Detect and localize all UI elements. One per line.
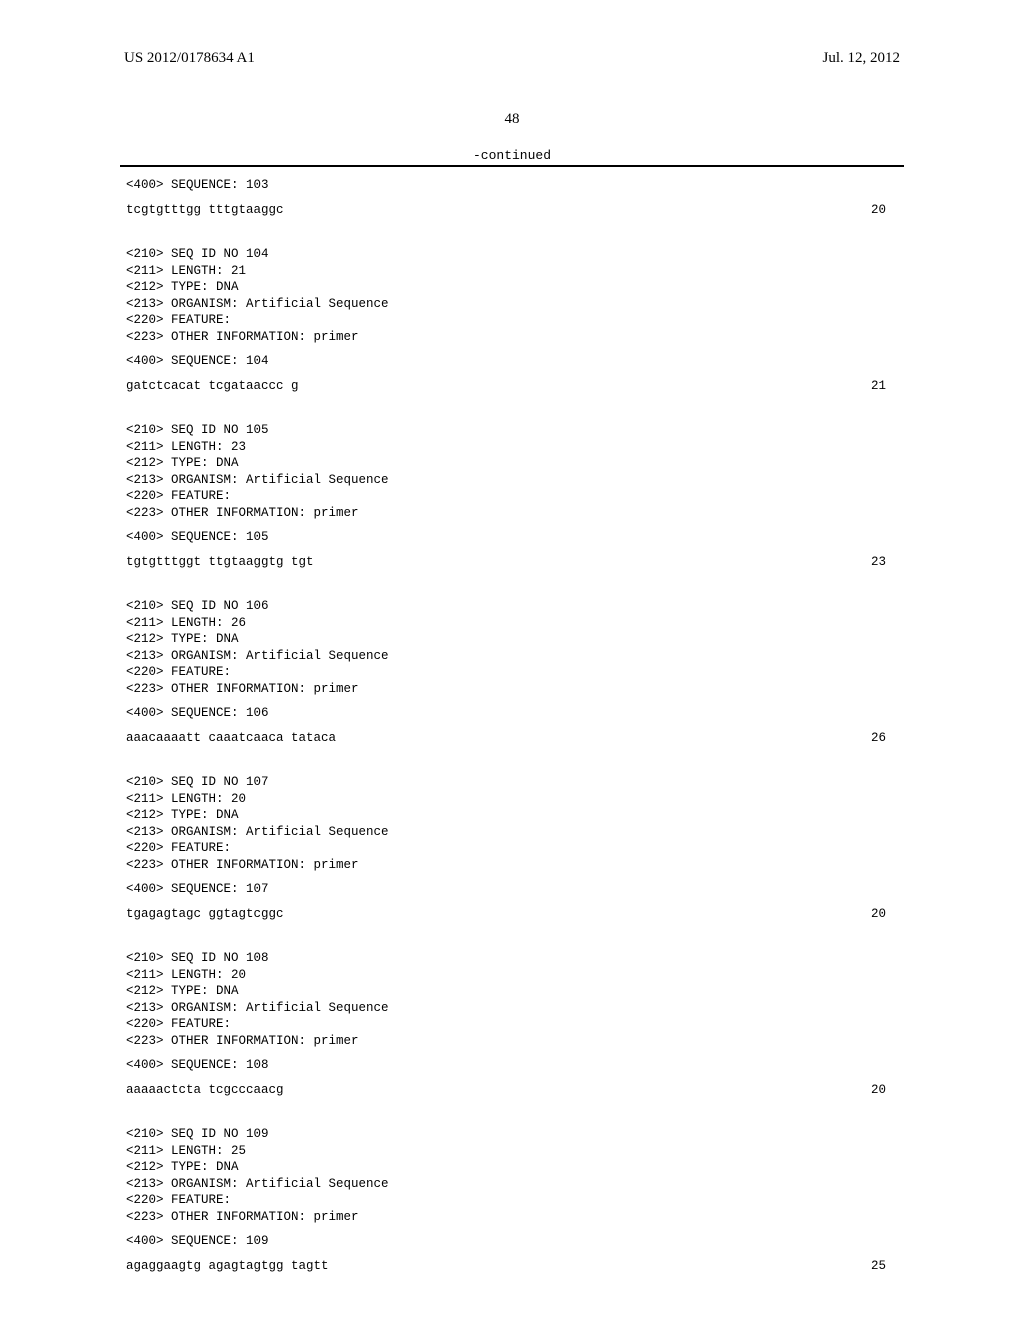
blank-line [126, 873, 898, 881]
seq-meta-line: <210> SEQ ID NO 107 [126, 774, 898, 791]
seq-length: 20 [871, 202, 898, 219]
entry-gap [126, 570, 898, 598]
seq-data-line: tgagagtagc ggtagtcggc 20 [126, 906, 898, 923]
seq-meta-line: <212> TYPE: DNA [126, 279, 898, 296]
seq-meta-line: <213> ORGANISM: Artificial Sequence [126, 472, 898, 489]
entry-gap [126, 922, 898, 950]
header-date: Jul. 12, 2012 [822, 50, 900, 67]
seq-length: 23 [871, 554, 898, 571]
blank-line [126, 1250, 898, 1258]
seq-meta-line: <213> ORGANISM: Artificial Sequence [126, 648, 898, 665]
entry-gap [126, 1098, 898, 1126]
seq-data-line: aaaaactcta tcgcccaacg 20 [126, 1082, 898, 1099]
blank-line [126, 1074, 898, 1082]
seq-meta-line: <400> SEQUENCE: 103 [126, 177, 898, 194]
seq-meta-line: <220> FEATURE: [126, 664, 898, 681]
seq-sequence: aaacaaaatt caaatcaaca tataca [126, 730, 336, 747]
seq-meta-line: <223> OTHER INFORMATION: primer [126, 329, 898, 346]
seq-sequence: aaaaactcta tcgcccaacg [126, 1082, 284, 1099]
seq-length: 20 [871, 906, 898, 923]
seq-data-line: gatctcacat tcgataaccc g 21 [126, 378, 898, 395]
blank-line [126, 898, 898, 906]
seq-meta-line: <220> FEATURE: [126, 1016, 898, 1033]
seq-meta-line: <212> TYPE: DNA [126, 983, 898, 1000]
seq-meta-line: <223> OTHER INFORMATION: primer [126, 505, 898, 522]
page-number: 48 [120, 111, 904, 128]
blank-line [126, 722, 898, 730]
seq-meta-line: <211> LENGTH: 20 [126, 967, 898, 984]
seq-sequence: tgagagtagc ggtagtcggc [126, 906, 284, 923]
seq-meta-line: <220> FEATURE: [126, 488, 898, 505]
seq-meta-line: <213> ORGANISM: Artificial Sequence [126, 1176, 898, 1193]
seq-length: 20 [871, 1082, 898, 1099]
blank-line [126, 194, 898, 202]
seq-meta-line: <400> SEQUENCE: 109 [126, 1233, 898, 1250]
entry-gap [126, 394, 898, 422]
blank-line [126, 345, 898, 353]
seq-meta-line: <400> SEQUENCE: 108 [126, 1057, 898, 1074]
seq-meta-line: <210> SEQ ID NO 104 [126, 246, 898, 263]
seq-meta-line: <211> LENGTH: 25 [126, 1143, 898, 1160]
header-pubnum: US 2012/0178634 A1 [124, 50, 255, 67]
seq-meta-line: <213> ORGANISM: Artificial Sequence [126, 1000, 898, 1017]
seq-sequence: tgtgtttggt ttgtaaggtg tgt [126, 554, 314, 571]
continued-label: -continued [120, 148, 904, 163]
seq-meta-line: <211> LENGTH: 26 [126, 615, 898, 632]
blank-line [126, 1049, 898, 1057]
divider [120, 165, 904, 167]
entry-gap [126, 218, 898, 246]
blank-line [126, 697, 898, 705]
entry-gap [126, 746, 898, 774]
seq-data-line: tgtgtttggt ttgtaaggtg tgt 23 [126, 554, 898, 571]
seq-meta-line: <400> SEQUENCE: 107 [126, 881, 898, 898]
seq-meta-line: <211> LENGTH: 21 [126, 263, 898, 280]
seq-meta-line: <212> TYPE: DNA [126, 807, 898, 824]
seq-sequence: agaggaagtg agagtagtgg tagtt [126, 1258, 329, 1275]
blank-line [126, 521, 898, 529]
seq-length: 25 [871, 1258, 898, 1275]
seq-meta-line: <400> SEQUENCE: 106 [126, 705, 898, 722]
seq-meta-line: <210> SEQ ID NO 105 [126, 422, 898, 439]
seq-meta-line: <220> FEATURE: [126, 312, 898, 329]
seq-sequence: tcgtgtttgg tttgtaaggc [126, 202, 284, 219]
page-header: US 2012/0178634 A1 Jul. 12, 2012 [120, 50, 904, 69]
seq-meta-line: <213> ORGANISM: Artificial Sequence [126, 296, 898, 313]
seq-meta-line: <220> FEATURE: [126, 840, 898, 857]
seq-meta-line: <400> SEQUENCE: 104 [126, 353, 898, 370]
seq-meta-line: <212> TYPE: DNA [126, 631, 898, 648]
blank-line [126, 1225, 898, 1233]
seq-meta-line: <223> OTHER INFORMATION: primer [126, 681, 898, 698]
seq-meta-line: <210> SEQ ID NO 108 [126, 950, 898, 967]
seq-meta-line: <212> TYPE: DNA [126, 455, 898, 472]
seq-data-line: aaacaaaatt caaatcaaca tataca 26 [126, 730, 898, 747]
seq-meta-line: <223> OTHER INFORMATION: primer [126, 857, 898, 874]
page-container: US 2012/0178634 A1 Jul. 12, 2012 48 -con… [0, 0, 1024, 1320]
seq-meta-line: <211> LENGTH: 20 [126, 791, 898, 808]
seq-length: 21 [871, 378, 898, 395]
seq-data-line: agaggaagtg agagtagtgg tagtt 25 [126, 1258, 898, 1275]
seq-meta-line: <400> SEQUENCE: 105 [126, 529, 898, 546]
seq-meta-line: <223> OTHER INFORMATION: primer [126, 1209, 898, 1226]
seq-length: 26 [871, 730, 898, 747]
seq-meta-line: <211> LENGTH: 23 [126, 439, 898, 456]
seq-meta-line: <210> SEQ ID NO 106 [126, 598, 898, 615]
seq-meta-line: <223> OTHER INFORMATION: primer [126, 1033, 898, 1050]
blank-line [126, 546, 898, 554]
seq-meta-line: <213> ORGANISM: Artificial Sequence [126, 824, 898, 841]
seq-sequence: gatctcacat tcgataaccc g [126, 378, 299, 395]
seq-data-line: tcgtgtttgg tttgtaaggc 20 [126, 202, 898, 219]
sequence-listing: <400> SEQUENCE: 103 tcgtgtttgg tttgtaaggc… [120, 177, 904, 1274]
seq-meta-line: <212> TYPE: DNA [126, 1159, 898, 1176]
seq-meta-line: <210> SEQ ID NO 109 [126, 1126, 898, 1143]
seq-meta-line: <220> FEATURE: [126, 1192, 898, 1209]
blank-line [126, 370, 898, 378]
